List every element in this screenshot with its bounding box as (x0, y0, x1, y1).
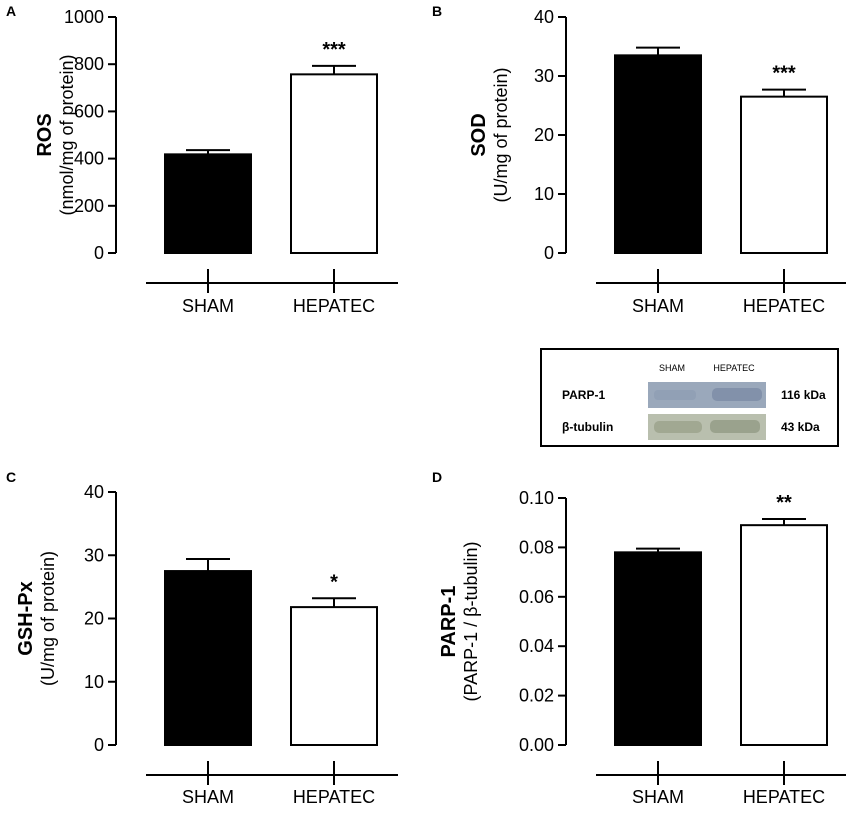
y-axis-unit: (PARP-1 / β-tubulin) (461, 541, 481, 701)
western-blot-inset: SHAM HEPATEC PARP-1 116 kDa β-tubulin 43… (540, 348, 839, 447)
significance-marker: * (330, 571, 338, 593)
x-category-label: SHAM (182, 787, 234, 807)
y-tick-label: 30 (84, 545, 104, 565)
y-tick-label: 800 (74, 54, 104, 74)
y-tick-label: 0.06 (519, 587, 554, 607)
y-tick-label: 0.10 (519, 488, 554, 508)
panel-d: D 0.00 0.02 0.04 0.06 0.08 0.10 PARP-1 (PARP-1 /… (432, 469, 846, 807)
x-category-label: SHAM (632, 296, 684, 316)
blot-row-label-parp1: PARP-1 (562, 388, 605, 402)
y-axis-title: GSH-Px (15, 581, 37, 655)
y-tick-label: 40 (534, 7, 554, 27)
blot-header-sham: SHAM (659, 363, 685, 373)
y-tick-label: 400 (74, 149, 104, 169)
y-tick-label: 0.04 (519, 636, 554, 656)
y-tick-label: 0 (94, 243, 104, 263)
y-tick-label: 20 (534, 125, 554, 145)
y-axis-unit: (U/mg of protein) (38, 551, 58, 686)
y-tick-label: 0.00 (519, 735, 554, 755)
y-axis-unit: (nmol/mg of protein) (57, 54, 77, 215)
x-category-label: SHAM (632, 787, 684, 807)
y-tick-label: 200 (74, 196, 104, 216)
panel-letter: D (432, 469, 442, 485)
bar-hepatec (290, 606, 378, 746)
y-tick-label: 20 (84, 609, 104, 629)
significance-marker: ** (776, 492, 792, 514)
blot-row-size-parp1: 116 kDa (781, 388, 826, 402)
x-category-label: SHAM (182, 296, 234, 316)
y-tick-label: 1000 (64, 7, 104, 27)
bar-hepatec (740, 95, 828, 255)
y-tick-label: 10 (84, 672, 104, 692)
significance-marker: *** (322, 39, 346, 61)
y-tick-label: 600 (74, 101, 104, 121)
y-tick-label: 0 (544, 243, 554, 263)
y-tick-label: 0.02 (519, 686, 554, 706)
y-tick-label: 0.08 (519, 537, 554, 557)
blot-header-hepatec: HEPATEC (713, 363, 755, 373)
y-tick-label: 0 (94, 735, 104, 755)
blot-row-size-tubulin: 43 kDa (781, 420, 820, 434)
x-category-label: HEPATEC (743, 787, 825, 807)
y-tick-label: 10 (534, 184, 554, 204)
y-axis-title: SOD (468, 113, 490, 156)
bar-hepatec (290, 73, 378, 254)
panel-b: B 0 10 20 30 40 SOD (U/mg of protein) *** SHAM HEP… (432, 3, 846, 316)
blot-band-image-parp1 (648, 382, 766, 408)
bar-hepatec (740, 524, 828, 746)
panel-letter: C (6, 469, 16, 485)
significance-marker: *** (772, 63, 796, 85)
y-tick-label: 40 (84, 482, 104, 502)
y-tick-label: 30 (534, 66, 554, 86)
bar-sham (614, 54, 702, 254)
blot-row-label-tubulin: β-tubulin (562, 420, 613, 434)
panel-letter: A (6, 3, 16, 19)
x-category-label: HEPATEC (293, 787, 375, 807)
bar-sham (164, 153, 252, 255)
x-category-label: HEPATEC (743, 296, 825, 316)
y-axis-title: PARP-1 (438, 586, 460, 658)
panel-letter: B (432, 3, 442, 19)
x-category-label: HEPATEC (293, 296, 375, 316)
bar-sham (614, 551, 702, 747)
y-axis-title: ROS (34, 113, 56, 156)
bar-sham (164, 570, 252, 746)
panel-c: C 0 10 20 30 40 GSH-Px (U/mg of protein) * SHAM HE… (6, 469, 398, 807)
blot-band-image-tubulin (648, 414, 766, 440)
panel-a: A 0 200 400 600 800 1000 ROS (nmol/mg of protein… (6, 3, 398, 316)
y-axis-unit: (U/mg of protein) (491, 67, 511, 202)
